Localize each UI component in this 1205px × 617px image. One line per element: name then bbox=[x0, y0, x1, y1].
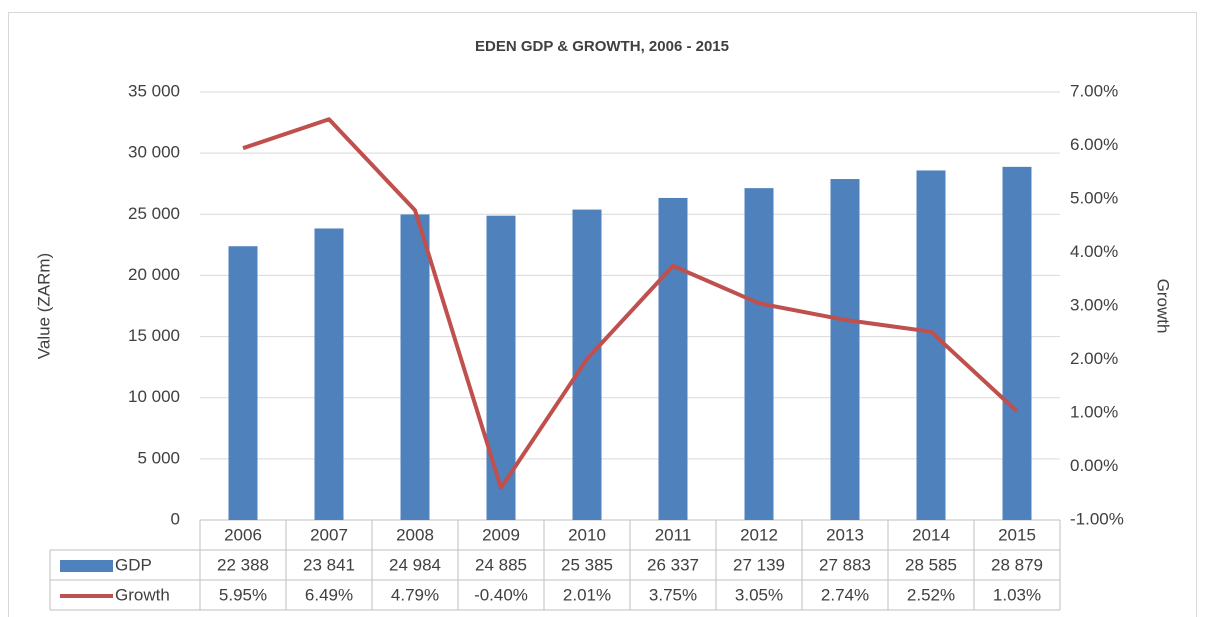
y2-tick-label: -1.00% bbox=[1070, 509, 1124, 528]
x-tick-label: 2006 bbox=[224, 525, 262, 544]
y-tick-label: 5 000 bbox=[137, 448, 180, 467]
table-value: 5.95% bbox=[219, 585, 267, 604]
y2-tick-label: 1.00% bbox=[1070, 402, 1118, 421]
legend-label: GDP bbox=[115, 555, 152, 574]
table-value: 24 984 bbox=[389, 555, 441, 574]
y-tick-label: 30 000 bbox=[128, 143, 180, 162]
table-value: 4.79% bbox=[391, 585, 439, 604]
y2-tick-label: 0.00% bbox=[1070, 456, 1118, 475]
x-tick-label: 2011 bbox=[655, 525, 692, 544]
table-value: 27 883 bbox=[819, 555, 871, 574]
y2-tick-label: 7.00% bbox=[1070, 81, 1118, 100]
y-tick-label: 20 000 bbox=[128, 265, 180, 284]
table-value: 6.49% bbox=[305, 585, 353, 604]
bar bbox=[314, 228, 344, 521]
x-tick-label: 2009 bbox=[482, 525, 520, 544]
x-tick-label: 2010 bbox=[568, 525, 606, 544]
table-value: 2.01% bbox=[563, 585, 611, 604]
y-tick-label: 25 000 bbox=[128, 204, 180, 223]
chart-frame bbox=[8, 12, 1197, 617]
bar bbox=[744, 188, 774, 521]
bar bbox=[400, 214, 430, 520]
bar bbox=[1002, 166, 1032, 521]
bar bbox=[486, 215, 516, 520]
bar bbox=[572, 209, 602, 521]
legend-label: Growth bbox=[115, 585, 170, 604]
y2-tick-label: 4.00% bbox=[1070, 242, 1118, 261]
x-tick-label: 2015 bbox=[998, 525, 1036, 544]
table-value: 22 388 bbox=[217, 555, 269, 574]
y-tick-label: 10 000 bbox=[128, 387, 180, 406]
table-value: 27 139 bbox=[733, 555, 785, 574]
y2-tick-label: 6.00% bbox=[1070, 135, 1118, 154]
table-value: -0.40% bbox=[474, 585, 528, 604]
legend-key bbox=[60, 560, 113, 572]
y-tick-label: 35 000 bbox=[128, 81, 180, 100]
bar bbox=[658, 197, 688, 521]
x-tick-label: 2013 bbox=[826, 525, 864, 544]
bar bbox=[916, 170, 946, 520]
x-tick-label: 2008 bbox=[396, 525, 434, 544]
y2-tick-label: 3.00% bbox=[1070, 295, 1118, 314]
table-value: 1.03% bbox=[993, 585, 1041, 604]
line bbox=[242, 117, 1019, 490]
table-value: 26 337 bbox=[647, 555, 699, 574]
y-tick-label: 0 bbox=[171, 509, 180, 528]
table-value: 25 385 bbox=[561, 555, 613, 574]
y2-tick-label: 5.00% bbox=[1070, 188, 1118, 207]
table-value: 3.05% bbox=[735, 585, 783, 604]
bar bbox=[228, 246, 258, 520]
table-value: 2.52% bbox=[907, 585, 955, 604]
y2-axis-label: Growth bbox=[1154, 279, 1173, 334]
y-tick-label: 15 000 bbox=[128, 326, 180, 345]
table-value: 24 885 bbox=[475, 555, 527, 574]
x-tick-label: 2007 bbox=[310, 525, 348, 544]
y2-tick-label: 2.00% bbox=[1070, 349, 1118, 368]
x-tick-label: 2014 bbox=[912, 525, 950, 544]
table-value: 23 841 bbox=[303, 555, 355, 574]
bar bbox=[830, 179, 860, 520]
x-tick-label: 2012 bbox=[740, 525, 778, 544]
table-value: 28 585 bbox=[905, 555, 957, 574]
table-value: 3.75% bbox=[649, 585, 697, 604]
y-axis-label: Value (ZARm) bbox=[34, 253, 53, 359]
table-value: 28 879 bbox=[991, 555, 1043, 574]
chart-title: EDEN GDP & GROWTH, 2006 - 2015 bbox=[475, 38, 729, 55]
table-value: 2.74% bbox=[821, 585, 869, 604]
